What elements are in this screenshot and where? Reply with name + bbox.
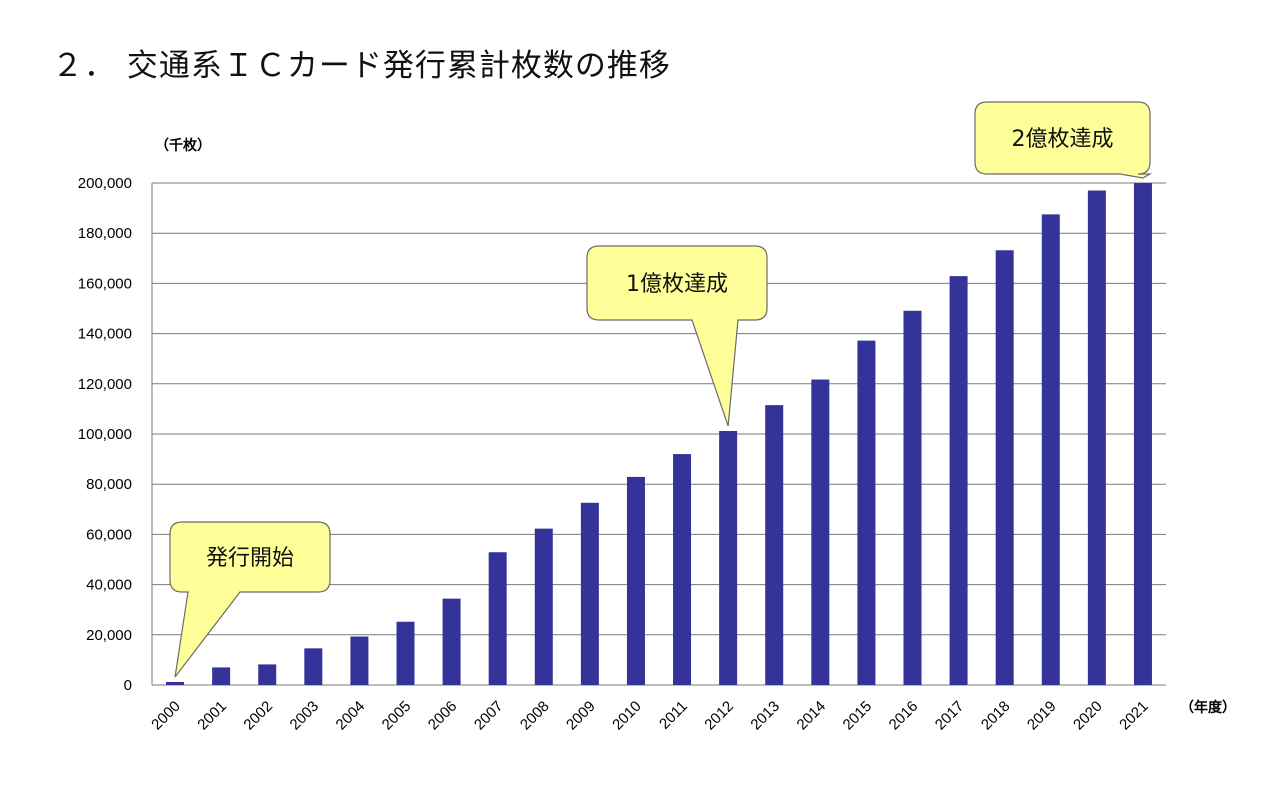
x-tick-label: 2017 xyxy=(932,698,968,734)
y-tick-label: 140,000 xyxy=(78,326,132,343)
y-tick-label: 40,000 xyxy=(86,577,132,594)
bar-2002 xyxy=(258,664,277,685)
bar-2009 xyxy=(580,502,599,685)
x-tick-label: 2004 xyxy=(333,698,369,734)
bar-2017 xyxy=(949,276,968,685)
y-tick-label: 160,000 xyxy=(78,275,132,292)
x-tick-label: 2015 xyxy=(840,698,876,734)
bar-2000 xyxy=(166,681,185,685)
bar-2018 xyxy=(995,250,1014,685)
y-tick-labels: 0 20,000 40,000 60,000 80,000 100,000 120,000 1… xyxy=(78,175,132,694)
bars xyxy=(166,183,1152,685)
x-axis-unit-label: （年度） xyxy=(1180,699,1236,716)
x-tick-label: 2011 xyxy=(656,698,691,733)
x-tick-label: 2000 xyxy=(148,698,184,734)
y-tick-label: 80,000 xyxy=(86,476,132,493)
page-title: ２． 交通系ＩＣカード発行累計枚数の推移 xyxy=(52,48,671,84)
x-tick-label: 2021 xyxy=(1116,698,1152,734)
bar-2021 xyxy=(1133,183,1152,685)
x-tick-label: 2008 xyxy=(517,698,553,734)
bar-2020 xyxy=(1087,190,1106,685)
x-tick-label: 2005 xyxy=(379,698,415,734)
x-tick-label: 2013 xyxy=(747,698,783,734)
bar-2019 xyxy=(1041,214,1060,685)
callout-label: 発行開始 xyxy=(206,546,294,571)
callouts: 発行開始 1億枚達成 2億枚達成 xyxy=(169,101,1153,678)
bar-2012 xyxy=(719,430,738,685)
bar-2008 xyxy=(534,528,553,685)
bar-2006 xyxy=(442,598,461,685)
y-tick-label: 100,000 xyxy=(78,426,132,443)
bar-2005 xyxy=(396,621,415,685)
y-tick-label: 200,000 xyxy=(78,175,132,192)
bar-2014 xyxy=(811,379,830,685)
bar-2001 xyxy=(212,667,231,685)
bar-2013 xyxy=(765,405,784,685)
x-tick-label: 2014 xyxy=(794,698,830,734)
callout-2021 xyxy=(974,101,1153,179)
x-tick-label: 2020 xyxy=(1070,698,1106,734)
bar-2010 xyxy=(626,476,645,685)
x-tick-label: 2009 xyxy=(563,698,599,734)
bar-2016 xyxy=(903,310,922,685)
callout-2012 xyxy=(586,245,768,427)
bar-2015 xyxy=(857,340,876,685)
y-axis-unit-label: （千枚） xyxy=(155,137,211,154)
y-tick-label: 20,000 xyxy=(86,627,132,644)
x-tick-label: 2019 xyxy=(1024,698,1060,734)
y-tick-label: 60,000 xyxy=(86,526,132,543)
y-tick-label: 0 xyxy=(124,677,132,694)
x-tick-label: 2007 xyxy=(471,698,507,734)
callout-label: 1億枚達成 xyxy=(626,272,728,297)
y-tick-label: 180,000 xyxy=(78,225,132,242)
x-tick-label: 2006 xyxy=(425,698,461,734)
callout-label: 2億枚達成 xyxy=(1012,127,1114,152)
bar-2011 xyxy=(673,454,692,685)
bar-2007 xyxy=(488,552,507,685)
y-tick-label: 120,000 xyxy=(78,376,132,393)
x-tick-label: 2002 xyxy=(240,698,276,734)
x-tick-label: 2016 xyxy=(886,698,922,734)
x-tick-label: 2010 xyxy=(609,698,645,734)
x-tick-labels: 2000 2001 2002 2003 2004 2005 2006 2007 2008 2009… xyxy=(148,698,1152,734)
bar-2003 xyxy=(304,648,323,685)
callout-2000 xyxy=(169,521,331,678)
bar-2004 xyxy=(350,636,369,685)
x-tick-label: 2003 xyxy=(287,698,323,734)
x-tick-label: 2001 xyxy=(194,698,230,734)
x-tick-label: 2018 xyxy=(978,698,1014,734)
x-tick-label: 2012 xyxy=(701,698,737,734)
